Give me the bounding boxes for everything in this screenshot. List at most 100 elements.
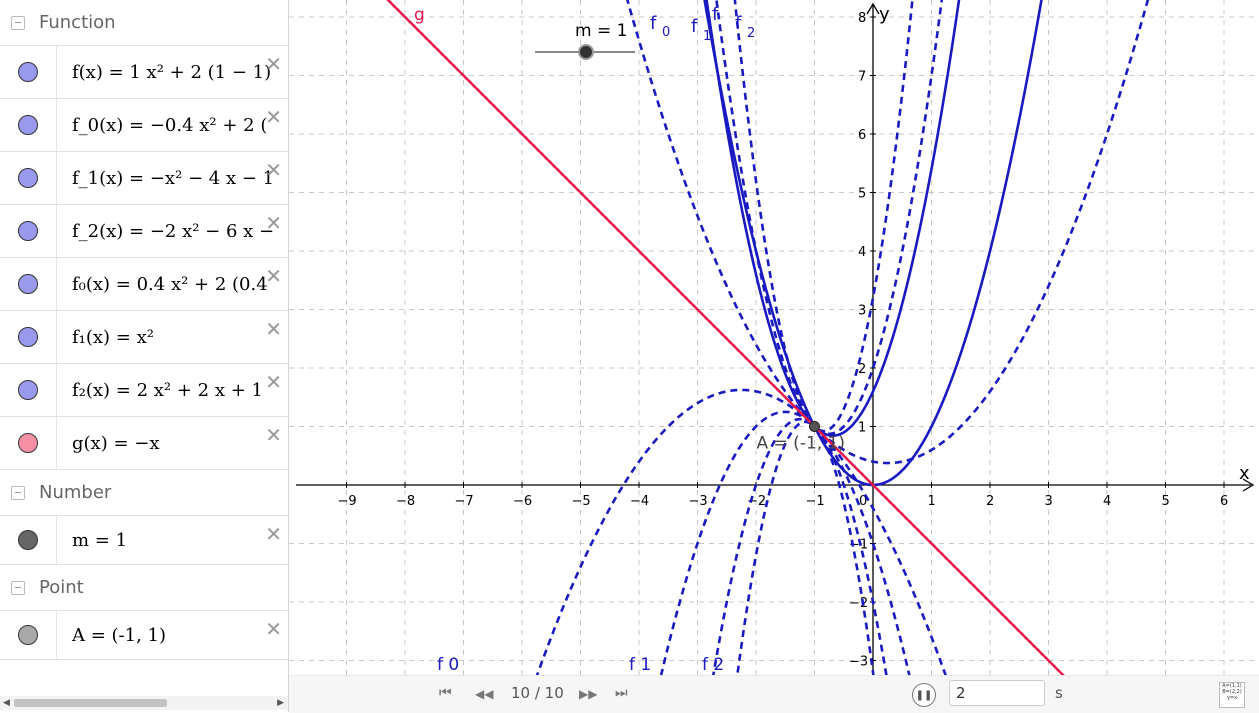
visibility-toggle[interactable] — [18, 221, 38, 241]
curve-f_2 — [712, 417, 888, 675]
x-tick-label: 1 — [928, 494, 936, 509]
category-function[interactable]: Function — [0, 0, 288, 46]
next-frame-button[interactable]: ▶▶ — [579, 687, 598, 701]
algebra-item-g[interactable]: g(x) = −x ✕ — [0, 417, 288, 470]
y-tick-label: 4 — [858, 245, 866, 260]
curve-f_0 — [535, 388, 947, 675]
label-f0-bottom: f 0 — [437, 655, 459, 675]
horizontal-scrollbar[interactable]: ◀ ▶ — [0, 696, 288, 710]
algebra-item-expression[interactable]: f_0(x) = −0.4 x² + 2 ( — [72, 114, 268, 136]
algebra-item-expression[interactable]: f₂(x) = 2 x² + 2 x + 1 — [72, 379, 263, 401]
delete-icon[interactable]: ✕ — [265, 105, 282, 129]
delete-icon[interactable]: ✕ — [265, 617, 282, 641]
x-tick-label: 6 — [1220, 494, 1228, 509]
x-tick-label: −7 — [455, 494, 474, 509]
visibility-toggle[interactable] — [18, 530, 38, 550]
y-tick-label: 2 — [858, 362, 866, 377]
slider-handle[interactable] — [578, 44, 594, 60]
category-number[interactable]: Number — [0, 470, 288, 516]
label-f1-top: f — [691, 16, 698, 37]
algebra-item-A[interactable]: A = (-1, 1) ✕ — [0, 611, 288, 660]
x-tick-label: −8 — [396, 494, 415, 509]
delete-icon[interactable]: ✕ — [265, 522, 282, 546]
visibility-toggle[interactable] — [18, 433, 38, 453]
visibility-toggle[interactable] — [18, 327, 38, 347]
delete-icon[interactable]: ✕ — [265, 317, 282, 341]
delete-icon[interactable]: ✕ — [265, 423, 282, 447]
curves — [386, 0, 1150, 675]
x-tick-label: −6 — [513, 494, 532, 509]
y-tick-label: 3 — [858, 304, 866, 319]
algebra-item-expression[interactable]: A = (-1, 1) — [72, 624, 166, 646]
line-g — [386, 0, 1065, 675]
category-point[interactable]: Point — [0, 565, 288, 611]
curve-extra-neg — [736, 420, 875, 675]
label-f2-bottom: f 2 — [702, 655, 724, 675]
label-point-A: A = (-1, 1) — [757, 434, 846, 454]
visibility-toggle[interactable] — [18, 625, 38, 645]
algebra-item-f_0[interactable]: f_0(x) = −0.4 x² + 2 ( ✕ — [0, 99, 288, 152]
scroll-left-icon[interactable]: ◀ — [3, 698, 10, 708]
scroll-right-icon[interactable]: ▶ — [277, 698, 284, 708]
x-tick-label: 3 — [1045, 494, 1053, 509]
category-label: Point — [39, 577, 84, 598]
x-tick-label: 0 — [859, 494, 867, 509]
y-tick-label: −2 — [849, 596, 868, 611]
label-f2-top-sub: 2 — [747, 26, 755, 41]
algebra-item-expression[interactable]: f(x) = 1 x² + 2 (1 − 1) — [72, 61, 272, 83]
algebra-item-f_2[interactable]: f_2(x) = −2 x² − 6 x − ✕ — [0, 205, 288, 258]
label-f2-top: f — [735, 13, 742, 34]
curve-f0 — [626, 0, 1150, 465]
algebra-item-m[interactable]: m = 1 ✕ — [0, 516, 288, 565]
speed-unit-label: s — [1055, 684, 1063, 702]
label-f1-bottom: f 1 — [629, 655, 651, 675]
delete-icon[interactable]: ✕ — [265, 370, 282, 394]
delete-icon[interactable]: ✕ — [265, 264, 282, 288]
scrollbar-thumb[interactable] — [14, 699, 167, 707]
algebra-item-f0[interactable]: f₀(x) = 0.4 x² + 2 (0.4 ✕ — [0, 258, 288, 311]
y-tick-label: 6 — [858, 128, 866, 143]
delete-icon[interactable]: ✕ — [265, 211, 282, 235]
delete-icon[interactable]: ✕ — [265, 158, 282, 182]
y-axis-label: y — [879, 4, 890, 25]
prev-frame-button[interactable]: ◀◀ — [475, 687, 494, 701]
visibility-toggle[interactable] — [18, 115, 38, 135]
collapse-toggle-icon[interactable] — [11, 485, 25, 500]
algebra-item-f1[interactable]: f₁(x) = x² ✕ — [0, 311, 288, 364]
y-tick-label: 8 — [858, 11, 866, 26]
first-frame-button[interactable]: ⏮ — [439, 685, 452, 701]
axes: xy−9 −8 −7 −6 −5 −4 −3 −2 −1 0 1 2 3 4 5 687654321−1−2−… — [296, 2, 1255, 675]
y-tick-label: 1 — [858, 421, 866, 436]
visibility-toggle[interactable] — [18, 274, 38, 294]
algebra-item-expression[interactable]: f₁(x) = x² — [72, 326, 154, 348]
style-bar-icon[interactable]: A=(1,1) B=(2,2) y=x — [1219, 682, 1245, 708]
algebra-item-f[interactable]: f(x) = 1 x² + 2 (1 − 1) ✕ — [0, 46, 288, 99]
graphics-view[interactable]: xy−9 −8 −7 −6 −5 −4 −3 −2 −1 0 1 2 3 4 5 687654321−1−2−… — [289, 0, 1259, 675]
visibility-toggle[interactable] — [18, 168, 38, 188]
algebra-item-expression[interactable]: m = 1 — [72, 529, 128, 551]
pause-button[interactable]: ❚❚ — [912, 683, 936, 707]
algebra-item-f_1[interactable]: f_1(x) = −x² − 4 x − 1 ✕ — [0, 152, 288, 205]
visibility-toggle[interactable] — [18, 62, 38, 82]
grid — [289, 0, 1259, 675]
label-f-top: f — [712, 4, 719, 25]
last-frame-button[interactable]: ⏭ — [615, 685, 628, 701]
collapse-toggle-icon[interactable] — [11, 15, 25, 30]
curve-f_1 — [659, 410, 911, 675]
algebra-item-expression[interactable]: f_1(x) = −x² − 4 x − 1 — [72, 167, 275, 189]
speed-input[interactable]: 2 — [949, 680, 1045, 706]
visibility-toggle[interactable] — [18, 380, 38, 400]
label-f0-top: f — [650, 13, 657, 34]
algebra-item-expression[interactable]: f₀(x) = 0.4 x² + 2 (0.4 — [72, 273, 268, 295]
delete-icon[interactable]: ✕ — [265, 52, 282, 76]
algebra-item-f2[interactable]: f₂(x) = 2 x² + 2 x + 1 ✕ — [0, 364, 288, 417]
algebra-item-expression[interactable]: f_2(x) = −2 x² − 6 x − — [72, 220, 275, 242]
x-tick-label: −4 — [630, 494, 649, 509]
algebra-item-expression[interactable]: g(x) = −x — [72, 432, 160, 454]
animation-bar: ⏮ ◀◀ 10 / 10 ▶▶ ⏭ ❚❚ 2 s A=(1,1) B=(2,2) y… — [289, 675, 1259, 713]
x-tick-label: −9 — [338, 494, 357, 509]
x-tick-label: 4 — [1103, 494, 1111, 509]
collapse-toggle-icon[interactable] — [11, 580, 25, 595]
slider-m[interactable]: m = 1 — [535, 21, 635, 60]
